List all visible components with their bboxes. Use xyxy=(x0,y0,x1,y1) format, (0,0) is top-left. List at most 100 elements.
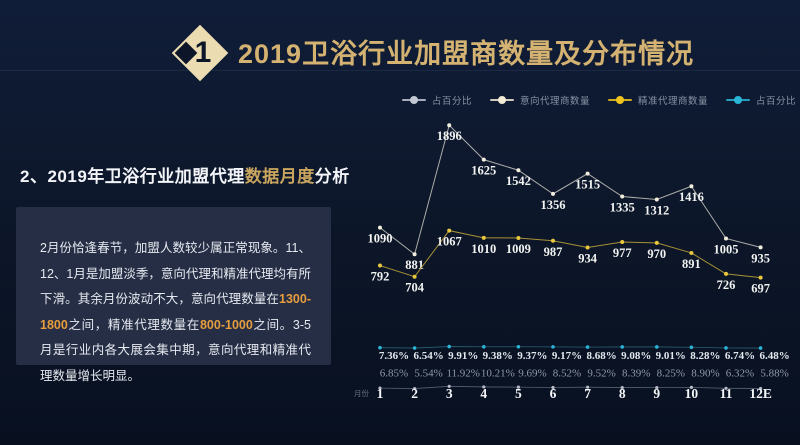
precise-agents-data-label: 987 xyxy=(544,245,563,259)
percent-value-row1: 9.37% xyxy=(517,350,547,362)
legend-label: 占百分比 xyxy=(756,96,797,107)
precise-agents-data-point xyxy=(516,235,521,240)
precise-agents-data-label: 934 xyxy=(578,251,598,265)
intended-agents-data-point xyxy=(620,194,625,199)
highlighted-range-value: 1300-1800 xyxy=(40,292,311,332)
percent-point-gray xyxy=(689,385,693,389)
intended-agents-data-point xyxy=(654,197,659,202)
intended-agents-data-label: 1090 xyxy=(368,232,393,246)
precise-agents-data-point xyxy=(378,263,382,268)
percent-point-cyan xyxy=(378,345,382,350)
x-axis-tick-label: 11 xyxy=(720,386,733,401)
legend-marker-icon xyxy=(402,96,426,104)
intended-agents-data-point xyxy=(758,245,763,250)
precise-agents-data-label: 726 xyxy=(717,278,736,292)
percent-value-row1: 9.01% xyxy=(656,350,686,362)
percent-point-gray xyxy=(413,386,417,391)
precise-agents-line xyxy=(379,230,761,279)
percent-point-gray xyxy=(620,385,624,390)
intended-agents-data-point xyxy=(412,252,417,257)
percent-point-gray xyxy=(516,385,520,389)
intended-agents-data-point xyxy=(481,157,486,162)
percent-point-gray xyxy=(724,386,728,390)
precise-agents-data-point xyxy=(724,271,728,276)
percent-value-row1: 9.38% xyxy=(483,350,513,362)
precise-agents-data-label: 891 xyxy=(682,257,701,271)
percent-value-row2: 8.52% xyxy=(553,368,581,380)
percent-point-cyan xyxy=(551,345,555,349)
percent-value-row1: 9.08% xyxy=(621,350,651,362)
precise-agents-data-label: 1067 xyxy=(437,235,462,249)
badge-number: 1 xyxy=(194,36,212,69)
x-axis-tick-label: 2 xyxy=(411,386,418,401)
x-axis-title: 月份 xyxy=(354,388,369,398)
x-axis-tick-label: 5 xyxy=(515,386,522,401)
percent-point-cyan xyxy=(655,345,659,349)
percent-value-row1: 6.48% xyxy=(759,350,789,362)
legend-item: 占百分比 xyxy=(402,93,472,107)
precise-agents-data-point xyxy=(585,245,590,250)
percent-value-row2: 5.88% xyxy=(760,368,788,380)
intended-agents-data-label: 1515 xyxy=(575,178,600,192)
section-number-badge: 1 xyxy=(168,24,232,82)
percent-value-row2: 6.32% xyxy=(726,368,754,380)
percent-point-gray xyxy=(759,386,763,391)
percent-point-cyan xyxy=(447,344,451,349)
percent-line-gray xyxy=(379,385,761,389)
precise-agents-data-point xyxy=(481,235,486,240)
precise-agents-data-label: 792 xyxy=(371,270,390,284)
precise-agents-data-point xyxy=(412,274,417,279)
percent-value-row1: 7.36% xyxy=(379,350,409,362)
page-title: 2019卫浴行业加盟商数量及分布情况 xyxy=(238,39,695,69)
precise-agents-data-label: 970 xyxy=(647,247,666,261)
x-axis-tick-label: 4 xyxy=(480,386,487,401)
legend-item: 意向代理商数量 xyxy=(490,93,590,107)
legend-marker-icon xyxy=(608,96,633,104)
subtitle-suffix: 分析 xyxy=(314,167,350,186)
percent-value-row1: 9.17% xyxy=(552,350,582,362)
section-subtitle: 2、2019年卫浴行业加盟代理数据月度分析 xyxy=(20,162,350,187)
percent-point-gray xyxy=(551,385,555,390)
intended-agents-data-label: 1542 xyxy=(506,174,531,188)
percent-value-row2: 10.21% xyxy=(481,368,515,380)
intended-agents-data-point xyxy=(724,236,728,241)
precise-agents-data-label: 977 xyxy=(613,246,632,260)
percent-point-gray xyxy=(655,386,659,390)
percent-point-cyan xyxy=(585,345,590,349)
percent-point-cyan xyxy=(724,346,728,350)
legend-item: 占百分比 xyxy=(726,93,796,107)
intended-agents-data-point xyxy=(551,191,555,196)
x-axis-tick-label: 8 xyxy=(619,386,626,401)
precise-agents-data-point xyxy=(758,275,763,280)
x-axis-tick-label: 3 xyxy=(446,386,453,401)
x-axis-tick-label: 10 xyxy=(685,386,699,401)
legend-item: 精准代理商数量 xyxy=(608,93,708,107)
legend-label: 占百分比 xyxy=(432,96,473,107)
precise-agents-data-point xyxy=(689,250,694,255)
intended-agents-data-label: 935 xyxy=(751,251,770,265)
percent-value-row2: 9.52% xyxy=(587,368,615,380)
intended-agents-data-label: 1356 xyxy=(541,198,566,212)
subtitle-highlight: 数据月度 xyxy=(244,167,315,186)
intended-agents-line xyxy=(379,124,761,256)
x-axis-tick-label: 9 xyxy=(653,386,660,401)
percent-point-cyan xyxy=(758,346,763,350)
percent-point-cyan xyxy=(689,345,694,350)
intended-agents-data-label: 881 xyxy=(405,258,424,272)
x-axis-tick-label: 12E xyxy=(749,386,772,401)
percent-value-row2: 8.39% xyxy=(622,368,650,380)
intended-agents-data-point xyxy=(585,171,590,176)
percent-line-cyan xyxy=(379,346,761,349)
intended-agents-data-point xyxy=(689,184,694,189)
percent-point-gray xyxy=(482,385,486,389)
intended-agents-data-label: 1416 xyxy=(679,190,704,204)
percent-value-row1: 6.74% xyxy=(725,350,755,362)
highlighted-range-value: 800-1000 xyxy=(199,317,253,332)
precise-agents-data-point xyxy=(654,240,659,245)
percent-value-row1: 8.68% xyxy=(586,350,616,362)
x-axis-tick-label: 6 xyxy=(550,386,557,401)
intended-agents-data-label: 1335 xyxy=(610,201,635,215)
percent-point-cyan xyxy=(620,345,624,349)
